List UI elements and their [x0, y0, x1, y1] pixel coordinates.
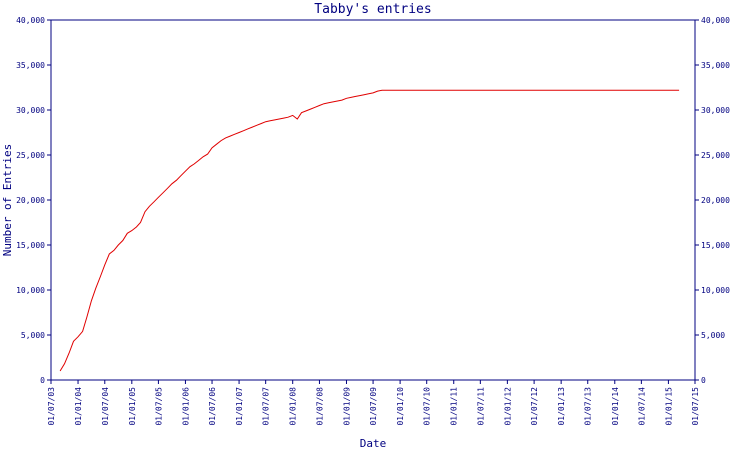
x-axis-title: Date: [360, 437, 387, 450]
y-tick-label-left: 40,000: [16, 16, 45, 25]
y-tick-label-right: 35,000: [701, 61, 730, 70]
x-tick-label: 01/07/15: [691, 387, 700, 426]
y-axis-left: 0 5,000 10,000 15,000 20,000 25,000 30,000 35,0…: [16, 16, 51, 385]
x-tick-label: 01/07/09: [369, 387, 378, 426]
x-tick-label: 01/01/06: [181, 387, 190, 426]
y-tick-label-left: 5,000: [21, 331, 45, 340]
chart-title: Tabby's entries: [314, 2, 431, 17]
x-tick-label: 01/07/14: [637, 387, 646, 426]
x-tick-label: 01/01/14: [611, 387, 620, 426]
y-tick-label-left: 10,000: [16, 286, 45, 295]
x-axis: 01/07/03 01/01/04 01/07/04 01/01/05 01/07/05…: [47, 380, 700, 426]
x-tick-label: 01/01/10: [396, 387, 405, 426]
plot-frame: [50, 19, 696, 381]
x-tick-label: 01/01/11: [450, 387, 459, 426]
y-tick-label-right: 30,000: [701, 106, 730, 115]
y-tick-label-right: 0: [701, 376, 706, 385]
x-tick-label: 01/01/15: [664, 387, 673, 426]
x-tick-label: 01/01/07: [235, 387, 244, 426]
x-tick-label: 01/07/06: [208, 387, 217, 426]
y-tick-label-right: 15,000: [701, 241, 730, 250]
x-tick-label: 01/01/09: [342, 387, 351, 426]
x-tick-label: 01/07/11: [476, 387, 485, 426]
x-tick-label: 01/07/13: [584, 387, 593, 426]
x-tick-label: 01/01/04: [74, 387, 83, 426]
x-tick-label: 01/07/08: [315, 387, 324, 426]
y-axis-right: 0 5,000 10,000 15,000 20,000 25,000 30,000 35,0…: [695, 16, 730, 385]
y-axis-title: Number of Entries: [1, 144, 14, 257]
y-tick-label-right: 40,000: [701, 16, 730, 25]
x-tick-label: 01/07/07: [262, 387, 271, 426]
series-line: [59, 89, 680, 372]
x-tick-label: 01/01/08: [289, 387, 298, 426]
x-tick-label: 01/07/10: [423, 387, 432, 426]
y-tick-label-left: 0: [40, 376, 45, 385]
x-tick-label: 01/01/05: [128, 387, 137, 426]
y-tick-label-right: 5,000: [701, 331, 725, 340]
y-tick-label-left: 15,000: [16, 241, 45, 250]
y-tick-label-right: 25,000: [701, 151, 730, 160]
y-tick-label-left: 30,000: [16, 106, 45, 115]
x-tick-label: 01/07/03: [47, 387, 56, 426]
y-tick-label-right: 20,000: [701, 196, 730, 205]
x-tick-label: 01/07/05: [154, 387, 163, 426]
x-tick-label: 01/07/04: [101, 387, 110, 426]
x-tick-label: 01/07/12: [530, 387, 539, 426]
y-tick-label-left: 25,000: [16, 151, 45, 160]
y-tick-label-left: 20,000: [16, 196, 45, 205]
x-tick-label: 01/01/13: [557, 387, 566, 426]
x-tick-label: 01/01/12: [503, 387, 512, 426]
y-tick-label-right: 10,000: [701, 286, 730, 295]
y-tick-label-left: 35,000: [16, 61, 45, 70]
